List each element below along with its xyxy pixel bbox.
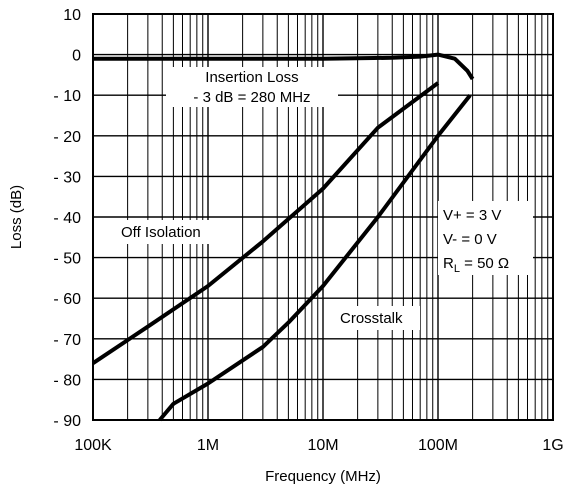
x-tick-label: 10M (307, 437, 338, 454)
conditions-background (438, 201, 533, 275)
insertion-curve (93, 52, 475, 81)
data-series (91, 52, 475, 422)
plot-frame (92, 13, 554, 421)
y-tick-label: 10 (63, 7, 81, 24)
isolation-curve (91, 81, 440, 365)
x-tick-label: 100M (418, 437, 458, 454)
y-tick-label: 0 (72, 48, 81, 65)
x-tick-label: 1M (197, 437, 219, 454)
condition-v-minus: V- = 0 V (443, 231, 497, 248)
y-tick-label: - 30 (53, 169, 81, 186)
x-axis-title: Frequency (MHz) (265, 468, 381, 485)
y-tick-label: - 50 (53, 251, 81, 268)
x-tick-label: 1G (542, 437, 563, 454)
y-tick-label: - 70 (53, 332, 81, 349)
insertion-label-background (166, 67, 338, 107)
annotations: Insertion Loss - 3 dB = 280 MHz Off Isol… (116, 67, 533, 330)
y-tick-label: - 90 (53, 413, 81, 430)
off-isolation-label: Off Isolation (121, 224, 201, 241)
insertion-3db-label: - 3 dB = 280 MHz (193, 89, 310, 106)
y-tick-label: - 10 (53, 88, 81, 105)
condition-v-plus: V+ = 3 V (443, 207, 501, 224)
x-tick-label: 100K (74, 437, 112, 454)
y-tick-label: - 80 (53, 372, 81, 389)
condition-load-resistance: RL = 50 Ω (443, 255, 509, 275)
rl-value: = 50 Ω (460, 255, 509, 272)
crosstalk-curve (158, 93, 472, 422)
isolation-label-background (116, 220, 224, 244)
y-tick-label: - 20 (53, 129, 81, 146)
crosstalk-label: Crosstalk (340, 310, 403, 327)
crosstalk-label-background (336, 306, 420, 330)
rl-subscript: L (454, 263, 460, 275)
insertion-loss-label: Insertion Loss (205, 69, 298, 86)
tick-labels: 100K 1M 10M 100M 1G 10 0 - 10 - 20 - 30 - 40 - 50 - … (53, 7, 563, 454)
rl-symbol: R (443, 255, 454, 272)
y-axis-title: Loss (dB) (8, 185, 25, 249)
y-tick-label: - 60 (53, 291, 81, 308)
y-tick-label: - 40 (53, 210, 81, 227)
